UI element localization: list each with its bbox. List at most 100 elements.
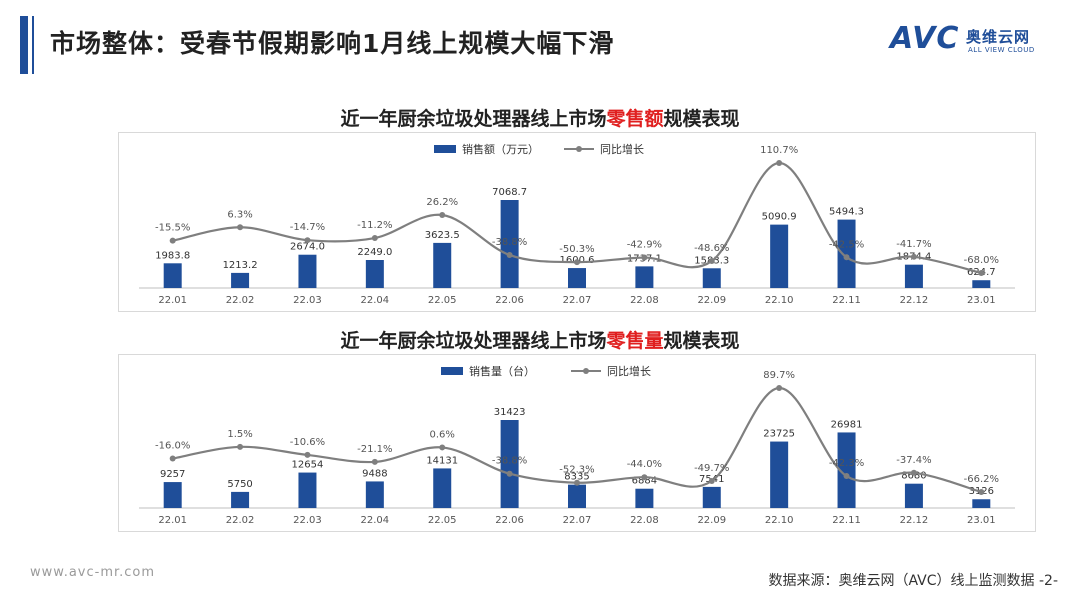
chart-title-post: 规模表现 [663,108,740,130]
x-tick-label: 22.08 [630,295,659,306]
growth-point [371,458,378,465]
growth-data-label: -15.5% [155,223,190,234]
growth-data-label: -14.7% [290,222,325,233]
bar [635,488,654,508]
chart-legend: 销售量（台） 同比增长 [441,364,651,378]
bar [231,491,250,508]
growth-point [506,470,513,477]
growth-point [641,474,648,481]
growth-point [439,212,446,219]
legend-label-line: 同比增长 [607,364,651,378]
growth-data-label: -16.0% [155,441,190,452]
bar [837,432,856,508]
logo-text: AVC [890,21,960,56]
bar-data-label: 9488 [362,468,387,479]
bar-data-label: 3623.5 [425,230,460,241]
footer-url[interactable]: www.avc-mr.com [30,565,156,580]
growth-data-label: -42.3% [829,458,864,469]
bar-data-label: 14131 [426,455,458,466]
growth-point [978,489,985,495]
bar [298,472,317,508]
growth-point [574,479,580,486]
growth-data-label: -41.7% [896,239,931,250]
x-tick-label: 22.11 [832,295,861,306]
footer-source: 数据来源：奥维云网（AVC）线上监测数据 -2- [768,573,1059,589]
x-tick-label: 22.06 [495,295,524,306]
chart-sales-amount-svg: 销售额（万元） 同比增长 1983.8 22.01 1213.2 22.02 2674.0 2… [139,142,1015,306]
bar [568,484,586,508]
legend-swatch-bar [434,145,456,153]
growth-data-label: 1.5% [227,429,252,440]
chart-sales-amount: 销售额（万元） 同比增长 1983.8 22.01 1213.2 22.02 2674.0 2… [118,132,1036,312]
title-accent-bar [20,16,28,74]
growth-point [910,469,917,476]
legend-label-line: 同比增长 [600,142,644,156]
bar-data-label: 23725 [763,429,795,440]
growth-data-label: 89.7% [763,370,795,381]
x-tick-label: 22.12 [900,515,929,526]
x-tick-label: 22.10 [765,515,794,526]
avc-logo: AVC 奥维云网 ALL VIEW CLOUD [890,21,1060,64]
page-title: 市场整体：受春节假期影响1月线上规模大幅下滑 [50,29,615,58]
bar [365,260,384,288]
x-tick-label: 22.05 [428,295,457,306]
growth-point [708,258,715,265]
title-accent-line [32,16,34,74]
legend-label-bar: 销售额（万元） [462,142,539,156]
bar-data-label: 12654 [292,460,324,471]
growth-point [910,253,917,260]
bar [163,482,182,508]
legend-label-bar: 销售量（台） [469,364,535,378]
bar-data-label: 26981 [831,419,863,430]
growth-data-label: -11.2% [357,220,392,231]
bar [702,268,721,288]
growth-point [843,254,850,261]
bar-data-label: 9257 [160,469,185,480]
growth-data-label: -48.6% [694,243,729,254]
bar [904,483,923,508]
growth-data-label: -49.7% [694,463,729,474]
chart-title-pre: 近一年厨余垃圾处理器线上市场 [340,330,607,352]
growth-point [641,254,648,261]
x-tick-label: 22.08 [630,515,659,526]
bar-data-label: 2249.0 [357,247,392,258]
growth-data-label: -42.5% [829,239,864,250]
growth-point [574,259,580,266]
growth-data-label: -21.1% [357,444,392,455]
bar-data-label: 1983.8 [155,250,190,261]
bar [702,486,721,508]
x-tick-label: 22.09 [697,515,726,526]
growth-data-label: -37.4% [896,455,931,466]
bar [433,468,452,508]
bar [298,254,317,288]
x-tick-label: 22.09 [697,295,726,306]
chart-title-highlight: 零售量 [606,330,664,352]
chart-sales-volume: 销售量（台） 同比增长 9257 22.01 5750 22.02 12654 22.03 94… [118,354,1036,532]
growth-data-label: -42.9% [627,240,662,251]
growth-point [776,385,783,391]
chart-title-pre: 近一年厨余垃圾处理器线上市场 [340,108,607,130]
bar [433,242,452,288]
x-tick-label: 22.02 [226,515,255,526]
x-tick-label: 23.01 [967,295,996,306]
growth-data-label: -38.8% [492,456,527,467]
chart-title-sales-volume: 近一年厨余垃圾处理器线上市场零售量规模表现 [0,326,1080,353]
chart-title-highlight: 零售额 [606,108,664,130]
growth-data-label: -52.3% [559,465,594,476]
growth-data-label: -66.2% [964,474,999,485]
growth-point [371,235,378,242]
bar-data-label: 8680 [901,471,926,482]
growth-point [237,224,244,231]
legend-swatch-bar [441,367,463,375]
growth-data-label: -50.3% [559,244,594,255]
growth-point [304,451,311,458]
bar [904,264,923,288]
bar [500,200,519,288]
growth-point [169,455,176,462]
chart-title-sales-amount: 近一年厨余垃圾处理器线上市场零售额规模表现 [0,104,1080,131]
x-tick-label: 22.01 [158,295,187,306]
x-tick-label: 22.04 [361,295,390,306]
x-tick-label: 22.12 [900,295,929,306]
bar-data-label: 6884 [632,476,657,487]
bar [770,441,789,508]
